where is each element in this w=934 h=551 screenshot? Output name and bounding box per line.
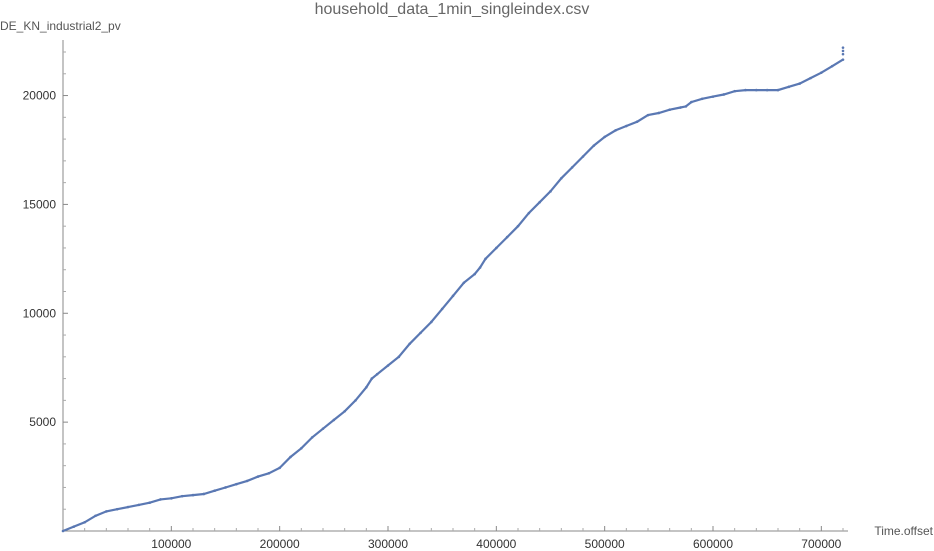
y-tick-label: 20000 <box>23 89 57 103</box>
data-point <box>202 492 206 496</box>
data-point <box>592 144 596 147</box>
data-point <box>798 82 801 85</box>
data-point <box>830 64 834 68</box>
data-point <box>657 111 661 115</box>
y-tick-label: 10000 <box>23 306 57 320</box>
data-point <box>213 489 216 493</box>
y-tick-label: 15000 <box>23 197 57 211</box>
data-point <box>787 85 791 89</box>
x-ticks: 100000 200000 300000 400000 500000 600000 7000… <box>84 526 844 551</box>
outlier-point <box>841 46 845 49</box>
x-tick-label: 600000 <box>693 537 733 551</box>
data-point <box>408 342 411 346</box>
data-point <box>126 505 130 509</box>
x-axis-label: Time.offset <box>874 524 933 538</box>
data-point <box>440 307 444 311</box>
data-point <box>278 466 281 470</box>
data-point <box>690 100 693 104</box>
data-point <box>343 409 346 413</box>
data-point <box>744 88 747 92</box>
data-point <box>430 320 433 324</box>
data-point <box>820 71 823 74</box>
data-point <box>94 514 97 518</box>
data-point <box>397 355 401 359</box>
data-point <box>765 88 769 92</box>
data-point <box>375 372 379 376</box>
data-point <box>148 501 151 504</box>
data-point <box>83 520 86 524</box>
data-point <box>776 88 780 92</box>
data-point <box>170 497 173 500</box>
data-point <box>137 503 141 507</box>
data-point <box>495 246 498 250</box>
data-point <box>711 95 715 98</box>
x-tick-label: 400000 <box>476 537 516 551</box>
data-point <box>549 190 552 193</box>
data-point <box>180 494 184 498</box>
data-point <box>332 418 336 422</box>
x-tick-label: 500000 <box>585 537 625 551</box>
data-point <box>635 120 639 123</box>
data-point <box>646 113 650 117</box>
data-point <box>300 446 303 450</box>
data-point <box>505 235 509 239</box>
data-point <box>191 493 195 497</box>
data-point <box>451 294 455 298</box>
x-tick-label: 700000 <box>801 537 841 551</box>
data-point <box>527 211 531 215</box>
data-point <box>581 155 585 158</box>
data-point <box>603 135 606 139</box>
data-point <box>516 224 520 228</box>
data-point <box>700 97 704 101</box>
data-point <box>224 486 227 489</box>
data-point <box>560 176 563 180</box>
data-point <box>370 377 374 380</box>
data-point <box>105 510 108 513</box>
data-point <box>570 166 574 169</box>
data-point <box>267 472 271 475</box>
data-point <box>386 364 390 367</box>
data-point <box>354 399 357 402</box>
data-point <box>668 108 671 111</box>
y-ticks: 5000 10000 15000 20000 <box>23 51 68 510</box>
data-point <box>809 76 812 80</box>
data-point <box>321 427 325 430</box>
data-point <box>256 475 260 478</box>
data-series <box>61 46 845 533</box>
data-point <box>478 266 482 269</box>
data-point <box>625 124 628 128</box>
outlier-point <box>841 49 845 53</box>
data-point <box>365 386 368 389</box>
data-point <box>614 129 617 132</box>
data-point <box>484 257 487 261</box>
y-tick-label: 5000 <box>29 415 56 429</box>
data-point <box>115 507 119 511</box>
series-line <box>62 58 844 533</box>
data-point <box>235 482 238 486</box>
data-point <box>733 89 736 93</box>
x-tick-label: 100000 <box>151 537 191 551</box>
data-point <box>755 88 758 92</box>
data-point <box>289 455 292 459</box>
data-point <box>841 58 845 61</box>
data-point <box>245 479 249 483</box>
data-point <box>679 106 682 109</box>
data-point <box>61 529 65 533</box>
x-tick-label: 300000 <box>368 537 408 551</box>
chart-title: household_data_1min_singleindex.csv <box>315 1 590 18</box>
y-axis-label: DE_KN_industrial2_pv <box>0 19 121 33</box>
data-point <box>310 436 314 439</box>
data-point <box>159 498 162 501</box>
data-point <box>72 525 76 528</box>
data-point <box>684 105 688 108</box>
data-point <box>462 281 466 285</box>
outlier-point <box>841 52 845 56</box>
data-point <box>538 200 541 204</box>
data-point <box>473 272 476 276</box>
data-point <box>419 331 422 335</box>
x-tick-label: 200000 <box>260 537 300 551</box>
data-point <box>722 93 726 96</box>
